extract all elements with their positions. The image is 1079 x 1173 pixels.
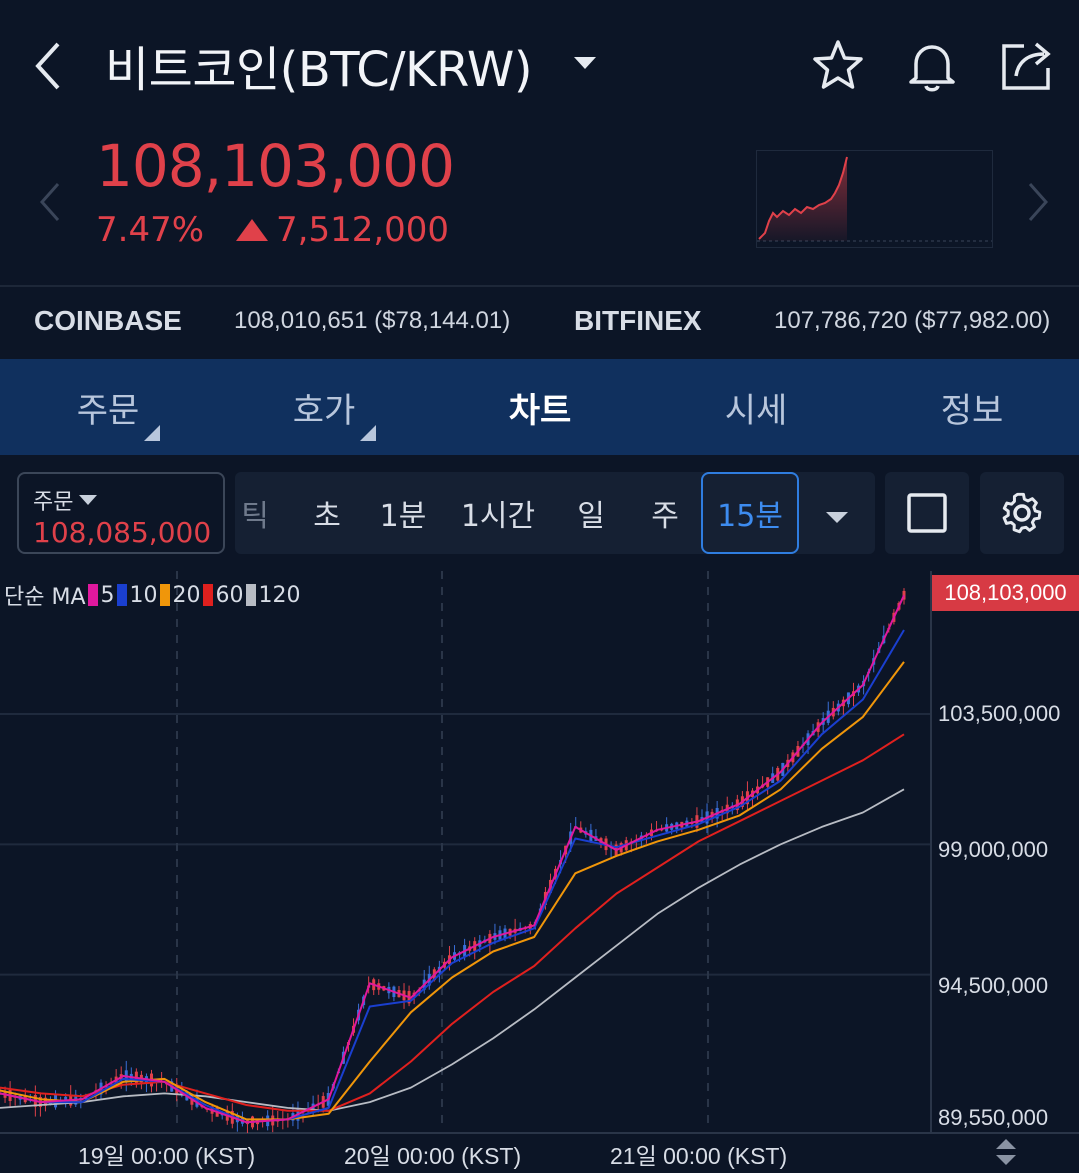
tab-label: 정보 (940, 390, 1004, 431)
y-tick-label: 99,000,000 (938, 837, 1049, 862)
ma-swatch (202, 584, 213, 606)
bell-icon (909, 45, 955, 92)
tab-label: 차트 (508, 390, 572, 431)
mini-sparkline[interactable] (756, 150, 993, 248)
x-tick-label: 21일 00:00 (KST) (610, 1143, 788, 1169)
ma-line-60 (0, 733, 905, 1112)
share-button[interactable] (998, 36, 1058, 96)
ma-swatch (87, 584, 98, 606)
ma-legend-prefix: 단순 MA (4, 585, 86, 610)
up-triangle-icon (236, 219, 268, 241)
change-amount-value: 7,512,000 (276, 210, 450, 250)
interval-1hour[interactable]: 1시간 (460, 499, 536, 534)
y-tick-label: 89,550,000 (938, 1105, 1049, 1130)
candle-body (902, 590, 906, 600)
chevron-down-icon (79, 495, 98, 505)
alert-button[interactable] (902, 36, 962, 96)
main-tabs: 주문 호가 차트 시세 정보 (0, 359, 1079, 455)
tab-orderbook[interactable]: 호가 (216, 359, 432, 455)
ma-line-120 (0, 788, 905, 1112)
order-label: 주문 (33, 484, 98, 516)
exchange-price: 108,010,651 ($78,144.01) (234, 307, 511, 334)
x-tick-label: 19일 00:00 (KST) (78, 1143, 256, 1169)
interval-selector: 틱 초 1분 1시간 일 주 15분 (235, 472, 875, 554)
divider (0, 285, 1079, 287)
prev-coin-icon[interactable] (36, 180, 66, 224)
chart-resize-icon[interactable] (994, 1137, 1018, 1167)
y-tick-label: 103,500,000 (938, 701, 1061, 726)
tab-label: 주문 (76, 390, 140, 431)
interval-15min[interactable]: 15분 (701, 472, 799, 554)
tab-chart[interactable]: 차트 (432, 359, 648, 455)
change-amount: 7,512,000 (236, 210, 449, 250)
tab-submenu-icon (144, 425, 160, 441)
share-icon (1002, 42, 1051, 90)
ma-line-20 (0, 661, 905, 1121)
next-coin-icon[interactable] (1022, 180, 1052, 224)
y-tick-label: 94,500,000 (938, 973, 1049, 998)
ma-swatch (159, 584, 170, 606)
dropdown-caret-icon[interactable] (572, 54, 598, 72)
tab-submenu-icon (360, 425, 376, 441)
interval-second[interactable]: 초 (313, 499, 341, 534)
change-percent: 7.47% (96, 210, 205, 250)
tab-label: 시세 (724, 390, 788, 431)
square-icon (907, 493, 947, 533)
ma-period-label: 120 (258, 582, 301, 608)
current-price: 108,103,000 (96, 132, 455, 200)
ma-swatch (116, 584, 127, 606)
interval-day[interactable]: 일 (577, 499, 605, 534)
interval-more-icon[interactable] (826, 512, 848, 523)
fullscreen-button[interactable] (885, 472, 969, 554)
star-icon (813, 40, 863, 89)
price-summary: 108,103,000 7.47% 7,512,000 (0, 130, 1079, 285)
ma-period-label: 20 (172, 582, 201, 608)
favorite-button[interactable] (808, 36, 868, 96)
tab-label: 호가 (292, 390, 356, 431)
gear-icon (1002, 492, 1042, 534)
interval-week[interactable]: 주 (651, 499, 679, 534)
chart-toolbar: 주문 108,085,000 틱 초 1분 1시간 일 주 15분 (0, 455, 1079, 571)
back-icon (35, 42, 60, 90)
tab-info[interactable]: 정보 (864, 359, 1079, 455)
ma-line-5 (0, 594, 905, 1124)
ma-legend: 단순 MA 5 10 20 60 120 (4, 579, 301, 611)
ma-period-label: 10 (129, 582, 158, 608)
order-price: 108,085,000 (33, 516, 212, 549)
ma-period-label: 60 (215, 582, 244, 608)
price-chart[interactable]: 단순 MA 5 10 20 60 120 108,103,000 103,500… (0, 571, 1079, 1173)
interval-1min[interactable]: 1분 (379, 499, 427, 534)
order-label-text: 주문 (33, 490, 74, 515)
interval-tick[interactable]: 틱 (241, 499, 269, 534)
header: 비트코인(BTC/KRW) (0, 0, 1079, 130)
settings-button[interactable] (980, 472, 1064, 554)
x-tick-label: 20일 00:00 (KST) (344, 1143, 522, 1169)
page-title[interactable]: 비트코인(BTC/KRW) (105, 42, 533, 98)
exchange-prices: COINBASE 108,010,651 ($78,144.01) BITFIN… (0, 287, 1079, 359)
ma-period-label: 5 (100, 582, 115, 608)
tab-quotes[interactable]: 시세 (648, 359, 864, 455)
current-price-tag: 108,103,000 (932, 575, 1079, 611)
ma-line-10 (0, 629, 905, 1124)
order-selector[interactable]: 주문 108,085,000 (17, 472, 225, 554)
tab-order[interactable]: 주문 (0, 359, 216, 455)
exchange-name: BITFINEX (574, 305, 702, 336)
chart-canvas[interactable] (0, 571, 1079, 1173)
ma-swatch (245, 584, 256, 606)
back-button[interactable] (30, 36, 80, 96)
exchange-name: COINBASE (34, 305, 182, 336)
exchange-price: 107,786,720 ($77,982.00) (774, 307, 1051, 334)
sparkline-chart (757, 156, 992, 242)
